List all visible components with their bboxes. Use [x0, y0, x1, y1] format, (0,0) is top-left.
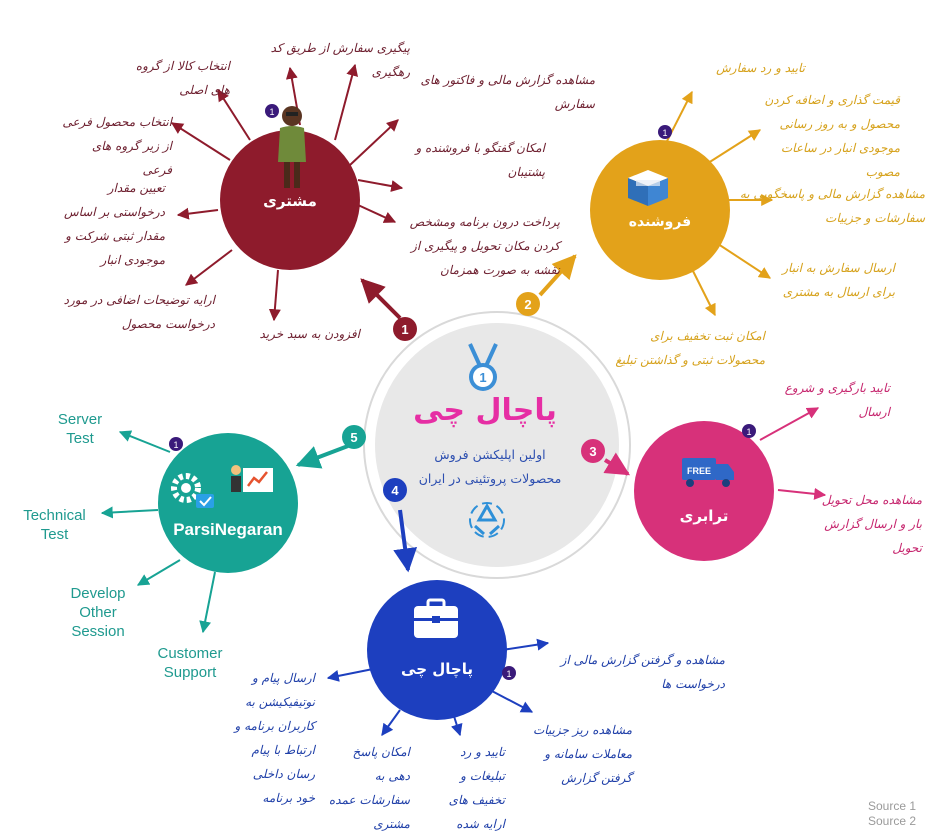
pachalchi-item-label: ارسال پیام و نوتیفیکیشن به کاربران برنام… [234, 671, 315, 805]
pachalchi-item-label: مشاهده و گرفتن گزارش مالی از درخواست ها [560, 653, 725, 691]
seller-node [590, 140, 730, 280]
svg-text:1: 1 [401, 322, 408, 337]
svg-text:4: 4 [391, 483, 399, 498]
parsinegaran-title: ParsiNegaran [173, 520, 283, 539]
center-title: پاچال چی [413, 393, 557, 428]
truck-icon: FREE [682, 458, 734, 487]
center-subtitle: اولین اپلیکشن فروش محصولات پروتئینی در ا… [418, 447, 562, 486]
shipping-item-label: مشاهده محل تحویل بار و ارسال گزارش تحویل [821, 493, 922, 555]
customer-item-label: مشاهده گزارش مالی و فاکتور های سفارش [420, 73, 595, 111]
customer-item-label: امکان گفتگو با فروشنده و پشتیبان [415, 141, 545, 179]
pachalchi-item-label: امکان پاسخ دهی به سفارشات عمده مشتری [328, 745, 410, 831]
seller-item-label: مشاهده گزارش مالی و پاسخگویی به سفارشات … [739, 187, 925, 225]
customer-item-label: افزودن به سبد خرید [259, 327, 360, 341]
parsinegaran-item-label: Customer Support [157, 645, 223, 681]
gears-icon [171, 473, 214, 508]
svg-text:1: 1 [269, 107, 274, 117]
pachalchi-item-label: مشاهده ریز جزییات معاملات سامانه و گرفتن… [532, 723, 632, 785]
shipping-item-label: تایید بارگیری و شروع ارسال [784, 381, 890, 419]
svg-text:2: 2 [524, 297, 531, 312]
parsinegaran-node [158, 433, 298, 573]
customer-item-label: انتخاب محصول فرعی از زیر گروه های فرعی [62, 115, 172, 177]
source-label: Source 2 [868, 814, 917, 828]
presentation-icon [231, 465, 273, 492]
svg-text:3: 3 [589, 444, 596, 459]
center-disc [375, 323, 619, 567]
parsinegaran-arrows [100, 430, 349, 634]
svg-text:5: 5 [350, 430, 357, 445]
seller-title: فروشنده [628, 214, 692, 230]
parsinegaran-item-label: Server Test [57, 411, 103, 447]
step-badge-3: 3 [581, 439, 605, 463]
customer-node [220, 130, 360, 270]
person-icon [278, 106, 306, 188]
customer-item-label: ارایه توضیحات اضافی در مورد درخواست محصو… [63, 293, 215, 331]
source-label: Source 1 [868, 799, 917, 813]
seller-arrows [538, 90, 774, 317]
parsinegaran-item-label: Technical Test [23, 507, 86, 543]
svg-text:FREE: FREE [687, 466, 711, 476]
step-badge-1: 1 [393, 317, 417, 341]
center-ring [363, 311, 631, 579]
parsinegaran-item-label: Develop Other Session [70, 585, 126, 640]
box-icon [628, 170, 668, 206]
svg-text:1: 1 [662, 128, 667, 138]
seller-item-label: ارسال سفارش به انبار برای ارسال به مشتری [782, 261, 895, 299]
pachalchi-title: پاچال چی [401, 660, 473, 678]
customer-item-label: انتخاب کالا از گروه های اصلی [135, 59, 230, 97]
customer-item-label: پرداخت درون برنامه ومشخص کردن مکان تحویل… [409, 215, 560, 277]
step-badge-2: 2 [516, 292, 540, 316]
small-badges: 1 1 1 1 1 [169, 104, 756, 680]
svg-text:1: 1 [173, 440, 178, 450]
seller-item-label: قیمت گذاری و اضافه کردن محصول و به روز ر… [764, 93, 900, 179]
svg-text:1: 1 [506, 669, 511, 679]
shipping-arrows [603, 407, 827, 500]
shipping-title: ترابری [679, 507, 729, 525]
seller-item-label: امکان ثبت تخفیف برای محصولات ثبتی و گذاش… [615, 329, 765, 367]
medal-icon: 1 [468, 343, 498, 391]
customer-item-label: پیگیری سفارش از طریق کد رهگیری [270, 41, 410, 79]
svg-text:1: 1 [479, 370, 486, 385]
step-badge-4: 4 [383, 478, 407, 502]
svg-text:1: 1 [746, 427, 751, 437]
pachalchi-item-label: تایید و رد تبلیغات و تخفیف های ارایه شده [448, 745, 505, 831]
recycle-icon [469, 502, 505, 538]
step-badge-5: 5 [342, 425, 366, 449]
pachalchi-node [367, 580, 507, 720]
briefcase-icon [414, 598, 458, 638]
seller-item-label: تایید و رد سفارش [716, 61, 805, 75]
customer-item-label: تعیین مقدار درخواستی بر اساس مقدار ثبتی … [63, 181, 165, 267]
shipping-node [634, 421, 774, 561]
customer-title: مشتری [263, 192, 317, 210]
